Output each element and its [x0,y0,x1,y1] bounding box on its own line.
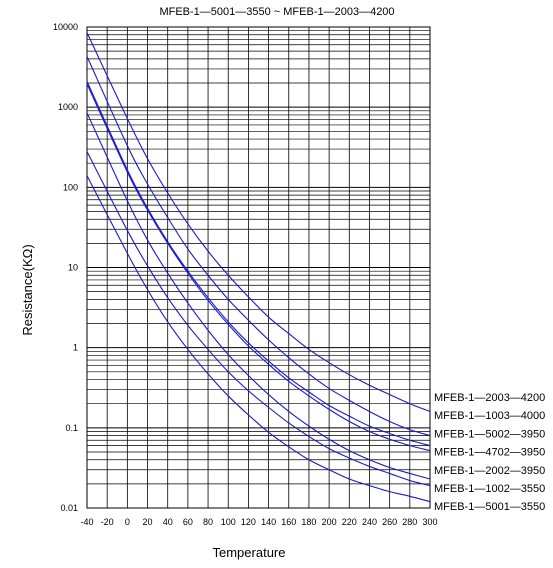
x-tick-label: 260 [382,517,397,527]
y-axis-label: Resistance(KΩ) [20,244,35,335]
y-tick-label: 1 [73,343,78,353]
x-tick-label: 60 [183,517,193,527]
y-tick-label: 100 [63,182,78,192]
x-tick-label: 120 [241,517,256,527]
legend-entry: MFEB-1—1003—4000 [434,410,545,422]
x-tick-label: 0 [125,517,130,527]
y-tick-label: 10 [68,263,78,273]
y-tick-label: 10000 [53,22,78,32]
x-tick-label: 280 [402,517,417,527]
y-tick-label: 0.01 [60,503,78,513]
series-line [86,32,431,412]
x-tick-label: 80 [203,517,213,527]
series-line [86,83,431,452]
series-lines [86,32,431,503]
x-tick-label: 240 [362,517,377,527]
series-line [86,175,431,503]
legend: MFEB-1—2003—4200 MFEB-1—1003—4000 MFEB-1—5… [434,392,545,513]
series-line [86,81,431,447]
x-tick-label: 140 [261,517,276,527]
y-tick-label: 0.1 [65,423,78,433]
chart-title: MFEB-1—5001—3550 ~ MFEB-1—2003—4200 [159,6,394,18]
legend-entry: MFEB-1—5001—3550 [434,501,545,513]
legend-entry: MFEB-1—1002—3550 [434,483,545,495]
y-tick-label: 1000 [58,102,78,112]
legend-entry: MFEB-1—2002—3950 [434,465,545,477]
x-tick-label: -20 [101,517,114,527]
x-tick-label: 160 [281,517,296,527]
x-tick-label: -40 [80,517,93,527]
plot-grid [86,26,431,509]
series-line [86,151,431,487]
x-axis-label: Temperature [213,545,286,560]
x-tick-label: 300 [422,517,437,527]
plot-frame [86,26,431,509]
legend-entry: MFEB-1—2003—4200 [434,392,545,404]
legend-entry: MFEB-1—4702—3950 [434,447,545,459]
series-line [86,56,431,437]
x-tick-label: 180 [301,517,316,527]
x-tick-labels: -40 -20 0 20 40 60 80 100 120 140 160 180 200 220 240 2… [80,517,437,527]
x-tick-label: 20 [143,517,153,527]
x-tick-label: 100 [221,517,236,527]
x-tick-label: 220 [342,517,357,527]
x-tick-label: 40 [163,517,173,527]
series-line [86,112,431,480]
y-tick-labels: 10000 1000 100 10 1 0.1 0.01 [53,22,78,513]
plot-axes [86,26,431,509]
legend-entry: MFEB-1—5002—3950 [434,428,545,440]
x-tick-label: 200 [322,517,337,527]
